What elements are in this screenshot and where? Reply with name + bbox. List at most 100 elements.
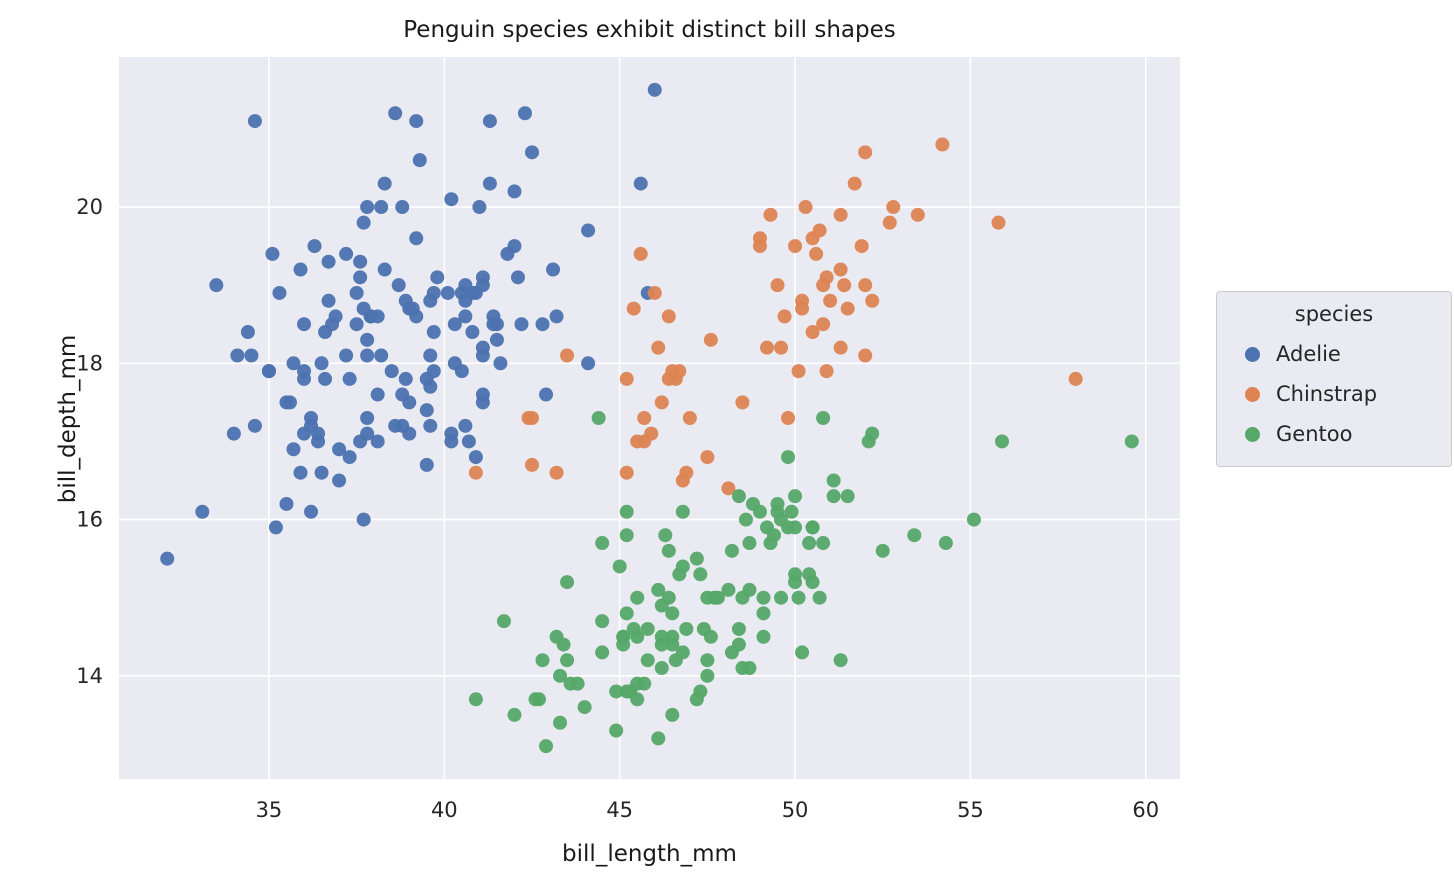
point-adelie [332,442,347,457]
point-adelie [419,457,434,472]
point-gentoo [731,621,746,636]
point-gentoo [651,582,666,597]
point-adelie [444,192,459,207]
point-gentoo [816,536,831,551]
point-gentoo [640,621,655,636]
point-adelie [247,418,262,433]
point-adelie [353,254,368,269]
point-gentoo [738,512,753,527]
point-adelie [314,465,329,480]
point-chinstrap [816,278,831,293]
point-adelie [230,348,245,363]
point-gentoo [619,684,634,699]
legend-label-gentoo: Gentoo [1276,422,1353,446]
point-gentoo [532,692,547,707]
point-gentoo [595,614,610,629]
point-gentoo [735,590,750,605]
point-adelie [360,348,375,363]
point-adelie [581,356,596,371]
point-adelie [409,309,424,324]
point-adelie [402,426,417,441]
point-adelie [297,371,312,386]
point-gentoo [816,411,831,425]
legend-item-gentoo: Gentoo [1217,414,1451,454]
point-gentoo [770,504,785,519]
point-chinstrap [812,223,827,238]
point-chinstrap [661,309,676,324]
legend-swatch-chinstrap [1245,386,1260,402]
point-gentoo [689,551,704,566]
point-gentoo [724,543,739,558]
y-tick-label: 14 [76,664,103,688]
point-gentoo [661,590,676,605]
point-gentoo [553,715,568,730]
point-gentoo [612,559,627,574]
point-adelie [510,270,525,285]
point-adelie [514,317,529,332]
x-tick-label: 55 [957,798,984,822]
point-gentoo [468,692,483,707]
point-gentoo [616,637,631,652]
y-tick-label: 18 [76,351,103,375]
point-gentoo [675,645,690,660]
point-chinstrap [840,301,855,316]
point-chinstrap [833,207,848,222]
point-adelie [395,387,410,402]
point-chinstrap [854,239,869,254]
point-adelie [539,387,554,402]
point-adelie [535,317,550,332]
point-gentoo [630,629,645,644]
point-gentoo [826,473,841,488]
point-adelie [430,270,445,285]
x-tick-label: 40 [431,798,458,822]
point-gentoo [731,637,746,652]
point-adelie [461,434,476,449]
point-adelie [286,356,301,371]
x-axis-label: bill_length_mm [562,841,737,867]
point-gentoo [805,520,820,535]
point-chinstrap [672,364,687,379]
point-adelie [440,285,455,300]
point-gentoo [496,614,511,629]
point-chinstrap [619,465,634,480]
point-chinstrap [910,207,925,222]
point-adelie [388,106,403,121]
point-gentoo [721,582,736,597]
chart-title: Penguin species exhibit distinct bill sh… [403,17,896,43]
point-adelie [293,262,308,277]
point-gentoo [570,676,585,691]
point-chinstrap [935,137,950,152]
point-adelie [475,395,490,410]
point-chinstrap [752,231,767,246]
point-gentoo [833,653,848,668]
point-adelie [475,270,490,285]
point-chinstrap [781,411,796,425]
x-tick-label: 35 [256,798,283,822]
point-gentoo [784,504,799,519]
point-gentoo [700,590,715,605]
point-adelie [321,293,336,308]
point-adelie [342,450,357,465]
point-adelie [314,356,329,371]
point-gentoo [907,528,922,543]
point-gentoo [791,590,806,605]
point-chinstrap [468,465,483,480]
point-gentoo [640,653,655,668]
point-chinstrap [1068,371,1083,386]
point-adelie [647,82,662,97]
legend-item-chinstrap: Chinstrap [1217,374,1451,414]
point-adelie [395,200,410,215]
point-adelie [265,246,280,261]
point-adelie [286,442,301,457]
point-chinstrap [809,246,824,261]
point-chinstrap [791,364,806,379]
x-tick-label: 45 [606,798,633,822]
point-adelie [342,371,357,386]
point-adelie [525,145,540,160]
point-adelie [447,317,462,332]
point-chinstrap [858,348,873,363]
point-adelie [282,395,297,410]
point-gentoo [658,528,673,543]
point-gentoo [619,528,634,543]
point-adelie [412,153,427,168]
